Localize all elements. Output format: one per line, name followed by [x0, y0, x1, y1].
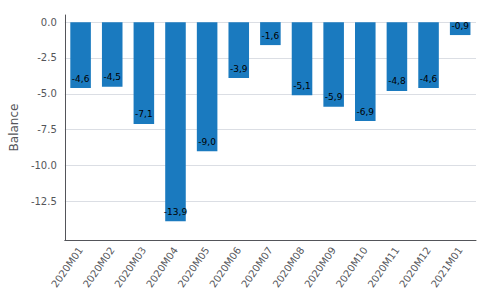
svg-text:-5,9: -5,9 — [325, 92, 343, 102]
svg-text:-1,6: -1,6 — [262, 31, 280, 41]
svg-text:-5.0: -5.0 — [37, 88, 57, 99]
svg-text:2020M03: 2020M03 — [112, 245, 148, 290]
svg-text:-5,1: -5,1 — [293, 81, 311, 91]
svg-text:-10.0: -10.0 — [31, 160, 57, 171]
svg-text:2020M05: 2020M05 — [176, 245, 212, 290]
svg-text:-2.5: -2.5 — [37, 52, 57, 63]
svg-text:-7,1: -7,1 — [135, 109, 153, 119]
svg-text:2020M11: 2020M11 — [366, 245, 402, 290]
svg-text:2020M10: 2020M10 — [334, 245, 370, 290]
svg-text:2020M07: 2020M07 — [239, 245, 275, 290]
svg-text:2020M02: 2020M02 — [81, 245, 117, 290]
svg-text:2020M09: 2020M09 — [302, 245, 338, 290]
svg-text:-0,9: -0,9 — [451, 21, 469, 31]
svg-text:-4,6: -4,6 — [72, 74, 90, 84]
svg-text:2020M01: 2020M01 — [49, 245, 85, 290]
svg-text:2020M04: 2020M04 — [144, 245, 180, 290]
svg-text:-7.5: -7.5 — [37, 124, 57, 135]
svg-text:2021M01: 2021M01 — [429, 245, 465, 290]
svg-text:Balance: Balance — [7, 104, 21, 152]
svg-text:2020M12: 2020M12 — [397, 245, 433, 290]
svg-text:-4,5: -4,5 — [103, 72, 121, 82]
svg-text:-4,8: -4,8 — [388, 76, 406, 86]
svg-text:-6,9: -6,9 — [357, 107, 375, 117]
svg-text:0.0: 0.0 — [41, 17, 57, 28]
svg-text:-9,0: -9,0 — [198, 137, 216, 147]
svg-text:-13,9: -13,9 — [164, 207, 188, 217]
svg-text:-4,6: -4,6 — [420, 74, 438, 84]
svg-text:-3,9: -3,9 — [230, 64, 248, 74]
svg-text:2020M08: 2020M08 — [271, 245, 307, 290]
svg-text:2020M06: 2020M06 — [207, 245, 243, 290]
svg-text:-12.5: -12.5 — [31, 196, 57, 207]
